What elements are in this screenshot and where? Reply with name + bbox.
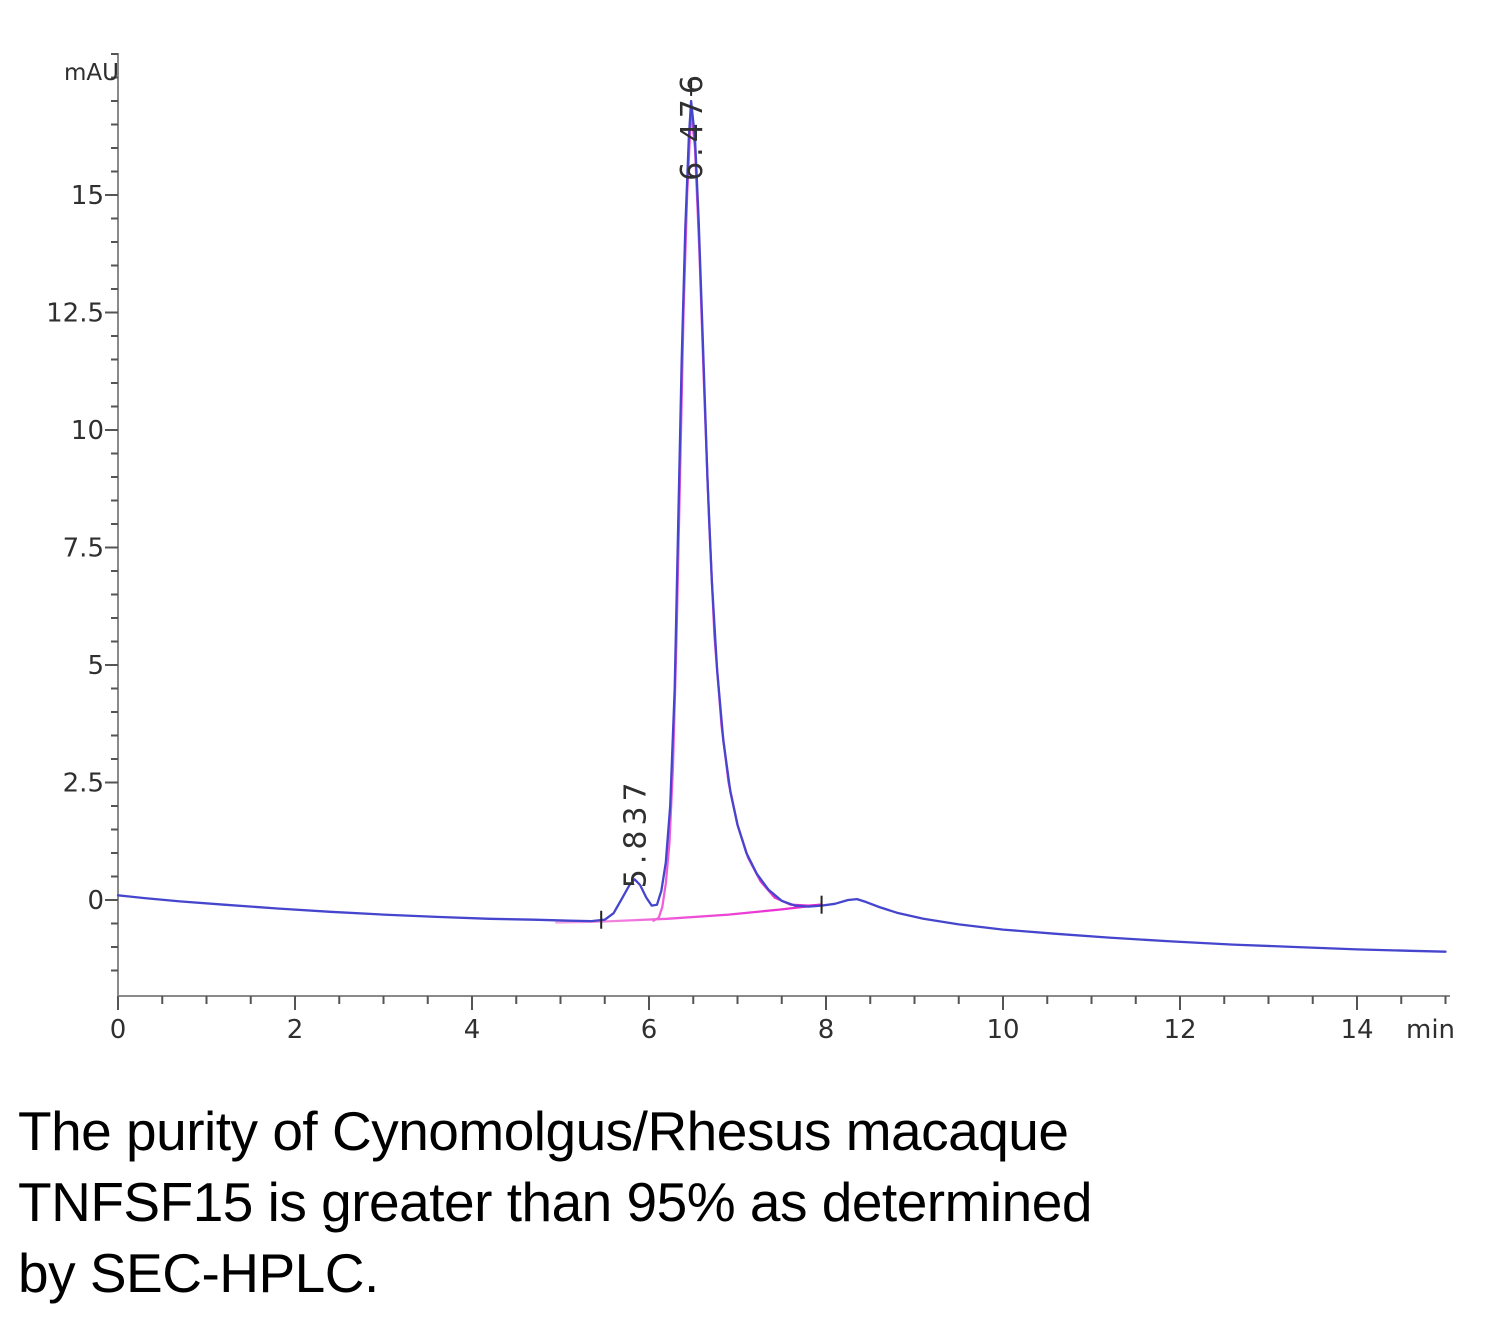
x-tick-label: 8 <box>818 1015 835 1045</box>
x-tick-label: 0 <box>110 1015 127 1045</box>
caption-line-2: TNFSF15 is greater than 95% as determine… <box>18 1171 1092 1233</box>
y-tick-label: 7.5 <box>63 534 104 564</box>
x-tick-label: 12 <box>1163 1015 1196 1045</box>
y-tick-label: 12.5 <box>46 299 104 329</box>
peak-label-6.476: 6.476 <box>675 70 710 181</box>
y-axis-unit-label: mAU <box>64 60 119 86</box>
chromatogram-canvas: 0 2 4 6 8 10 12 14 min 0 2.5 5 7.5 10 12.5 15 mAU 5.837 6… <box>46 53 1455 1045</box>
peak-labels: 5.837 6.476 <box>619 70 711 888</box>
x-tick-label: 10 <box>986 1015 1019 1045</box>
y-tick-label: 15 <box>71 181 104 211</box>
uv-absorbance-trace <box>116 99 1447 953</box>
x-tick-label: 2 <box>287 1015 304 1045</box>
x-axis-unit-label: min <box>1406 1015 1455 1045</box>
axes: 0 2 4 6 8 10 12 14 min 0 2.5 5 7.5 10 12.5 15 mAU <box>46 53 1455 1045</box>
x-tick-label: 4 <box>464 1015 481 1045</box>
x-tick-label: 14 <box>1340 1015 1373 1045</box>
traces <box>116 99 1447 953</box>
peak-label-5.837: 5.837 <box>619 777 654 888</box>
x-tick-label: 6 <box>641 1015 658 1045</box>
sec-hplc-chromatogram: 0 2 4 6 8 10 12 14 min 0 2.5 5 7.5 10 12.5 15 mAU 5.837 6… <box>46 53 1455 1045</box>
caption-line-3: by SEC-HPLC. <box>18 1242 379 1304</box>
y-tick-label: 2.5 <box>63 769 104 799</box>
y-tick-label: 10 <box>71 416 104 446</box>
caption: The purity of Cynomolgus/Rhesus macaque … <box>18 1096 1478 1309</box>
caption-line-1: The purity of Cynomolgus/Rhesus macaque <box>18 1100 1069 1162</box>
integration-marks <box>600 77 823 929</box>
y-tick-label: 5 <box>87 651 104 681</box>
y-tick-label: 0 <box>87 886 104 916</box>
